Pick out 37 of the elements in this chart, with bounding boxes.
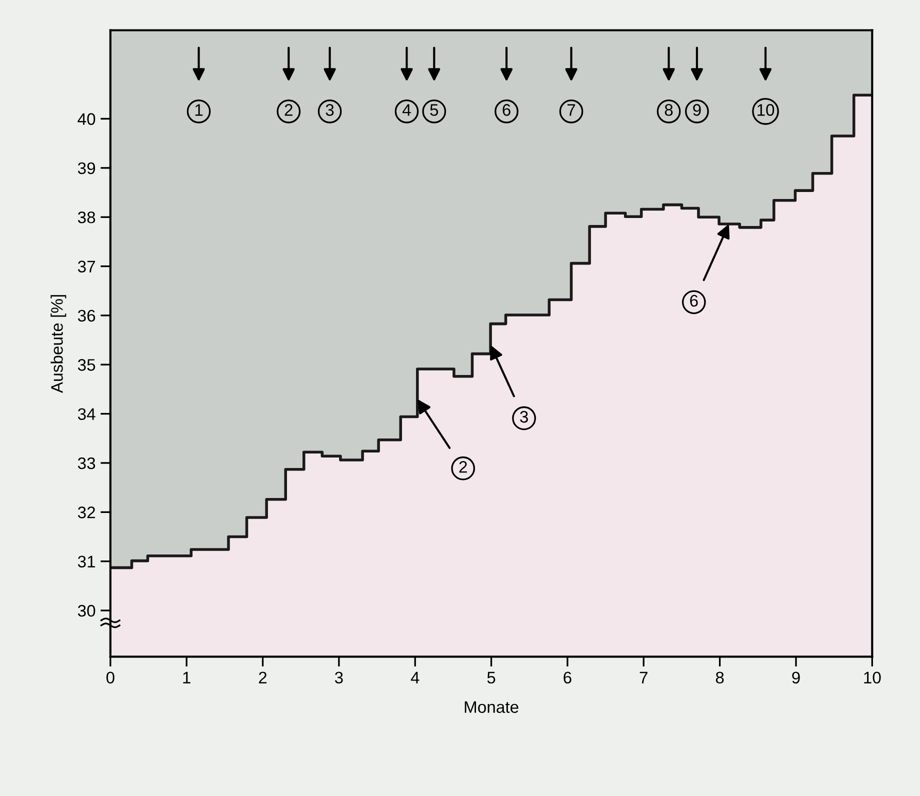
annotation: 8: [664, 104, 673, 116]
annotation: 6: [690, 294, 698, 307]
x-tick-label: 7: [640, 672, 648, 684]
x-tick-label: 9: [792, 672, 800, 684]
y-tick-label: 33: [78, 457, 96, 470]
annotation: 6: [502, 104, 510, 116]
x-tick-label: 3: [334, 672, 343, 684]
y-tick-label: 40: [78, 113, 96, 125]
y-tick-label: 39: [78, 162, 96, 174]
y-tick-label: 37: [78, 260, 95, 272]
annotation: 3: [326, 104, 334, 116]
y-tick-label: 38: [78, 212, 96, 224]
annotation: 10: [758, 104, 774, 116]
y-tick-label: 34: [78, 408, 96, 420]
y-tick-label: 31: [78, 556, 96, 568]
y-axis-title: Ausbeute [%]: [50, 295, 66, 394]
x-tick-label: 1: [183, 672, 190, 684]
y-tick-label: 32: [78, 506, 95, 518]
annotation: 7: [567, 104, 576, 116]
x-tick-label: 5: [487, 672, 496, 684]
y-tick-label: 30: [78, 604, 96, 617]
x-tick-label: 0: [106, 672, 114, 684]
y-tick-label: 36: [78, 310, 96, 322]
annotation: 3: [520, 410, 528, 423]
x-tick-label: 2: [258, 672, 267, 684]
annotation: 4: [402, 104, 411, 116]
x-tick-label: 4: [410, 672, 420, 684]
annotation: 5: [430, 104, 438, 116]
y-tick-label: 35: [78, 359, 96, 371]
annotation: 2: [284, 104, 292, 116]
annotation: 1: [195, 104, 203, 116]
x-tick-label: 10: [864, 672, 881, 684]
x-tick-label: 6: [564, 672, 572, 684]
x-axis-title: Monate: [464, 701, 518, 713]
x-tick-label: 8: [716, 672, 724, 684]
annotation: 9: [693, 104, 701, 116]
annotation: 2: [459, 461, 467, 473]
